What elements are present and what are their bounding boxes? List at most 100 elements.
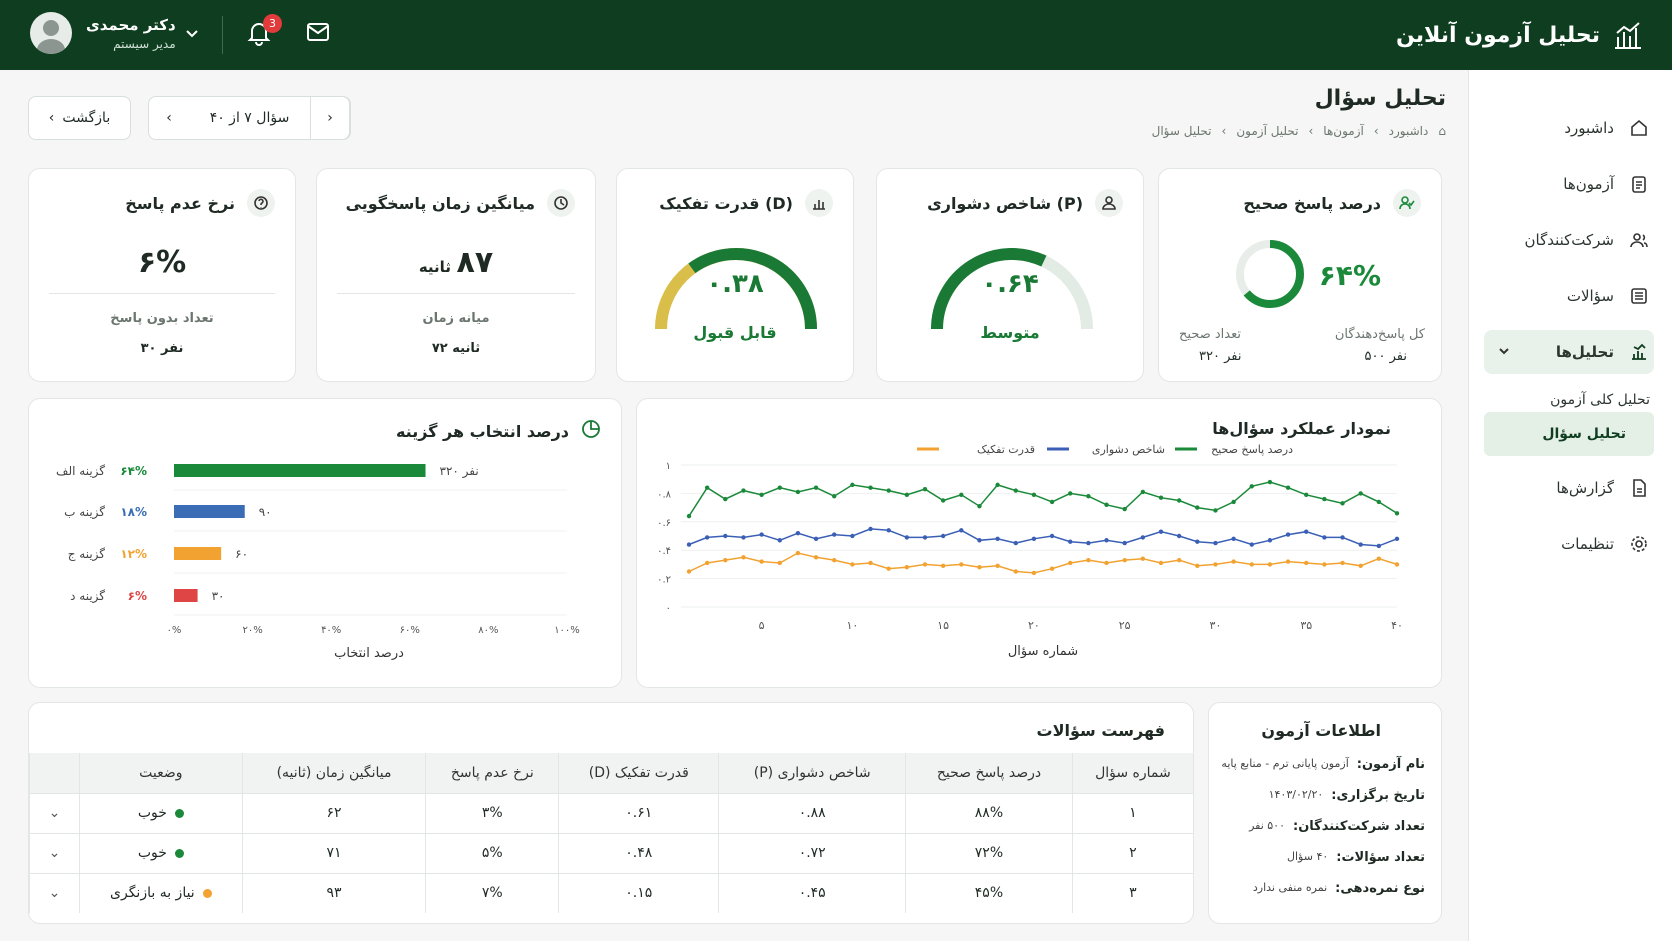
status-cell: خوب — [79, 832, 243, 873]
sidebar-item-dashboard[interactable]: داشبورد — [1484, 106, 1654, 150]
y-tick-label: ۰.۲ — [657, 575, 671, 586]
sidebar-sub-overall[interactable]: تحلیل کلی آزمون — [1494, 378, 1654, 422]
data-point — [1013, 540, 1018, 546]
data-point — [813, 555, 819, 560]
kpi-title: نرخ عدم پاسخ — [125, 189, 275, 217]
x-tick-label: ۱۵ — [937, 619, 949, 632]
data-point — [1068, 539, 1073, 544]
data-point — [759, 492, 764, 498]
sidebar-sub-question[interactable]: تحلیل سؤال — [1484, 412, 1654, 456]
data-point — [1086, 557, 1091, 563]
data-point — [741, 488, 746, 493]
data-point — [1049, 566, 1055, 571]
brand[interactable]: تحلیل آزمون آنلاین — [1396, 0, 1644, 70]
sidebar-item-analyses[interactable]: تحلیل‌ها — [1484, 330, 1654, 374]
table-cell: ۰.۱۵ — [558, 872, 719, 913]
data-point — [1158, 529, 1164, 534]
table-cell: ۰.۴۵ — [718, 872, 906, 913]
data-point — [1104, 560, 1109, 566]
y-tick-label: ۱ — [666, 461, 671, 472]
kpi-value: ۶۴% — [1318, 259, 1381, 292]
user-role: مدیر سیستم — [113, 36, 176, 51]
table-row[interactable]: ۱ ۸۸% ۰.۸۸ ۰.۶۱ ۳% ۶۲ خوب ⌄ — [29, 792, 1193, 833]
data-point — [1340, 535, 1345, 540]
data-point — [1376, 543, 1382, 549]
chevron-down-icon[interactable] — [1498, 345, 1510, 357]
column-header[interactable]: قدرت تفکیک (D) — [558, 753, 719, 793]
table-row[interactable]: ۲ ۷۲% ۰.۷۲ ۰.۴۸ ۵% ۷۱ خوب ⌄ — [29, 832, 1193, 873]
user-menu[interactable]: دکتر محمدی مدیر سیستم — [30, 12, 176, 54]
divider — [337, 293, 575, 294]
question-icon — [247, 189, 275, 217]
breadcrumb-item[interactable]: تحلیل آزمون — [1236, 124, 1299, 138]
option-bar-chart: ۰% ۲۰% ۴۰% ۶۰% ۸۰% ۱۰۰% درصد انتخاب گزینه الف ۶۴… — [56, 464, 580, 661]
table-row[interactable]: ۳ ۴۵% ۰.۴۵ ۰.۱۵ ۷% ۹۳ نیاز به بازنگری ⌄ — [29, 872, 1193, 913]
divider — [49, 293, 275, 294]
sidebar: داشبورد آزمون‌ها شرکت‌کنندگان سؤالات تحل… — [1468, 70, 1672, 941]
bar-category-label: گزینه الف — [56, 464, 105, 479]
user-name: دکتر محمدی — [86, 15, 176, 34]
data-point — [868, 560, 873, 566]
breadcrumb-item[interactable]: داشبورد — [1388, 124, 1429, 138]
sidebar-item-questions[interactable]: سؤالات — [1484, 274, 1654, 318]
back-button[interactable]: ‹ بازگشت — [28, 96, 131, 140]
exam-info-card: اطلاعات آزمون نام آزمون: آزمون پایانی ترم… — [1208, 702, 1442, 924]
column-header[interactable]: شماره سؤال — [1071, 753, 1193, 793]
data-point — [1304, 560, 1309, 566]
data-point — [1249, 484, 1254, 489]
data-point — [1231, 499, 1236, 505]
chevron-left-icon[interactable]: ‹ — [166, 110, 172, 126]
data-point — [704, 560, 710, 566]
data-point — [1013, 488, 1018, 493]
data-point — [686, 513, 692, 519]
info-key: تاریخ برگزاری: — [1331, 788, 1425, 803]
y-tick-label: ۰ — [666, 603, 671, 614]
exam-info-title: اطلاعات آزمون — [1261, 721, 1381, 740]
sidebar-item-reports[interactable]: گزارش‌ها — [1484, 466, 1654, 510]
data-point — [813, 485, 819, 490]
next-question-button[interactable]: › — [310, 96, 350, 140]
expand-row-icon[interactable]: ⌄ — [29, 832, 80, 873]
breadcrumb-item[interactable]: آزمون‌ها — [1323, 124, 1364, 138]
expand-row-icon[interactable]: ⌄ — [29, 792, 80, 833]
data-point — [886, 528, 891, 533]
home-icon[interactable]: ⌂ — [1438, 124, 1446, 138]
column-header[interactable]: وضعیت — [79, 753, 243, 793]
expand-row-icon[interactable]: ⌄ — [29, 872, 80, 913]
bar-count-label: ۳۲۰ نفر — [440, 464, 479, 479]
chart-title: درصد انتخاب هر گزینه — [395, 421, 569, 441]
data-point — [1358, 542, 1363, 547]
series-line — [688, 481, 1398, 517]
home-icon — [1628, 117, 1650, 139]
column-header[interactable]: شاخص دشواری (P) — [718, 753, 906, 793]
column-header[interactable]: نرخ عدم پاسخ — [425, 753, 559, 793]
data-point — [940, 563, 946, 569]
column-header[interactable]: میانگین زمان (ثانیه) — [241, 753, 426, 793]
sidebar-item-settings[interactable]: تنظیمات — [1484, 522, 1654, 566]
kpi-sub-value: ۷۲ ثانیه — [431, 341, 481, 356]
kpi-value: ۸۷ — [456, 245, 494, 280]
kpi-title: درصد پاسخ صحیح — [1243, 189, 1421, 217]
column-header[interactable]: درصد پاسخ صحیح — [905, 753, 1073, 793]
sidebar-item-participants[interactable]: شرکت‌کنندگان — [1484, 218, 1654, 262]
option-selection-card: درصد انتخاب هر گزینه ۰% ۲۰% ۴۰% ۶۰% ۸۰% ۱۰۰% د… — [28, 398, 622, 688]
data-point — [922, 486, 928, 492]
kpi-label: کل پاسخ‌دهندگان — [1334, 327, 1425, 342]
bell-icon[interactable] — [246, 20, 272, 46]
sidebar-item-exams[interactable]: آزمون‌ها — [1484, 162, 1654, 206]
data-point — [1031, 570, 1037, 576]
mail-icon[interactable] — [306, 22, 330, 42]
data-point — [850, 533, 855, 539]
data-point — [1231, 536, 1236, 542]
status-dot — [174, 848, 184, 858]
data-point — [1376, 556, 1382, 561]
data-point — [723, 533, 728, 539]
status-label: نیاز به بازنگری — [110, 885, 195, 902]
table-cell: ۹۳ — [241, 872, 426, 913]
kpi-status: قابل قبول — [693, 323, 777, 342]
data-point — [1322, 562, 1327, 567]
chevron-down-icon[interactable] — [185, 26, 199, 40]
sidebar-item-label: تحلیل سؤال — [1542, 426, 1626, 442]
data-point — [723, 496, 728, 502]
data-point — [1394, 511, 1400, 516]
